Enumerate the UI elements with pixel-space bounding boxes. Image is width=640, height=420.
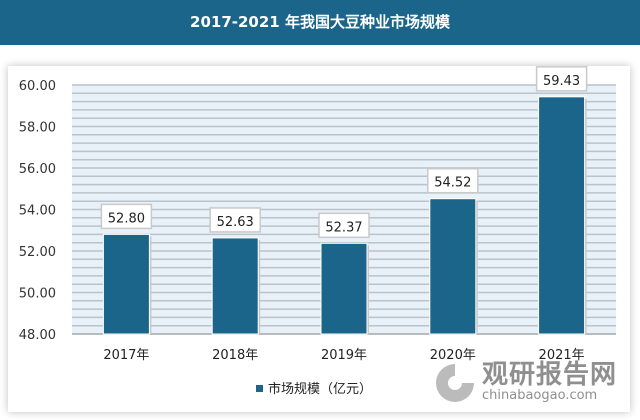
watermark-en: chinabaogao.com xyxy=(482,388,598,403)
x-tick-label: 2019年 xyxy=(321,348,367,363)
bar xyxy=(320,242,368,335)
legend-swatch xyxy=(256,385,263,392)
watermark-logo-icon xyxy=(436,364,474,402)
data-label: 59.43 xyxy=(543,74,580,89)
data-label-box xyxy=(535,66,588,92)
legend-label: 市场规模（亿元） xyxy=(268,381,372,397)
y-tick-label: 48.00 xyxy=(19,328,56,343)
data-label: 52.80 xyxy=(108,211,145,226)
x-tick-label: 2017年 xyxy=(103,348,149,363)
y-tick-label: 52.00 xyxy=(19,245,56,260)
data-label-box xyxy=(427,167,479,194)
chart-title: 2017-2021 年我国大豆种业市场规模 xyxy=(0,0,640,45)
bar xyxy=(538,96,586,335)
data-label: 52.37 xyxy=(325,220,362,235)
data-label: 54.52 xyxy=(434,176,471,191)
data-label-box xyxy=(318,212,370,239)
y-tick-label: 50.00 xyxy=(19,287,56,302)
watermark-cn: 观研报告网 xyxy=(482,360,618,390)
y-tick-label: 56.00 xyxy=(19,162,56,177)
x-tick-label: 2018年 xyxy=(212,348,258,363)
bar xyxy=(102,233,150,335)
x-tick-label: 2020年 xyxy=(430,348,476,363)
data-label-box xyxy=(209,207,261,233)
y-tick-label: 54.00 xyxy=(19,204,56,219)
data-label: 52.63 xyxy=(217,215,254,230)
x-tick-label: 2021年 xyxy=(539,348,585,363)
data-label-box xyxy=(100,203,153,230)
y-tick-label: 60.00 xyxy=(19,79,56,94)
bar xyxy=(429,198,477,335)
bar xyxy=(211,237,259,335)
y-tick-label: 58.00 xyxy=(19,121,56,136)
